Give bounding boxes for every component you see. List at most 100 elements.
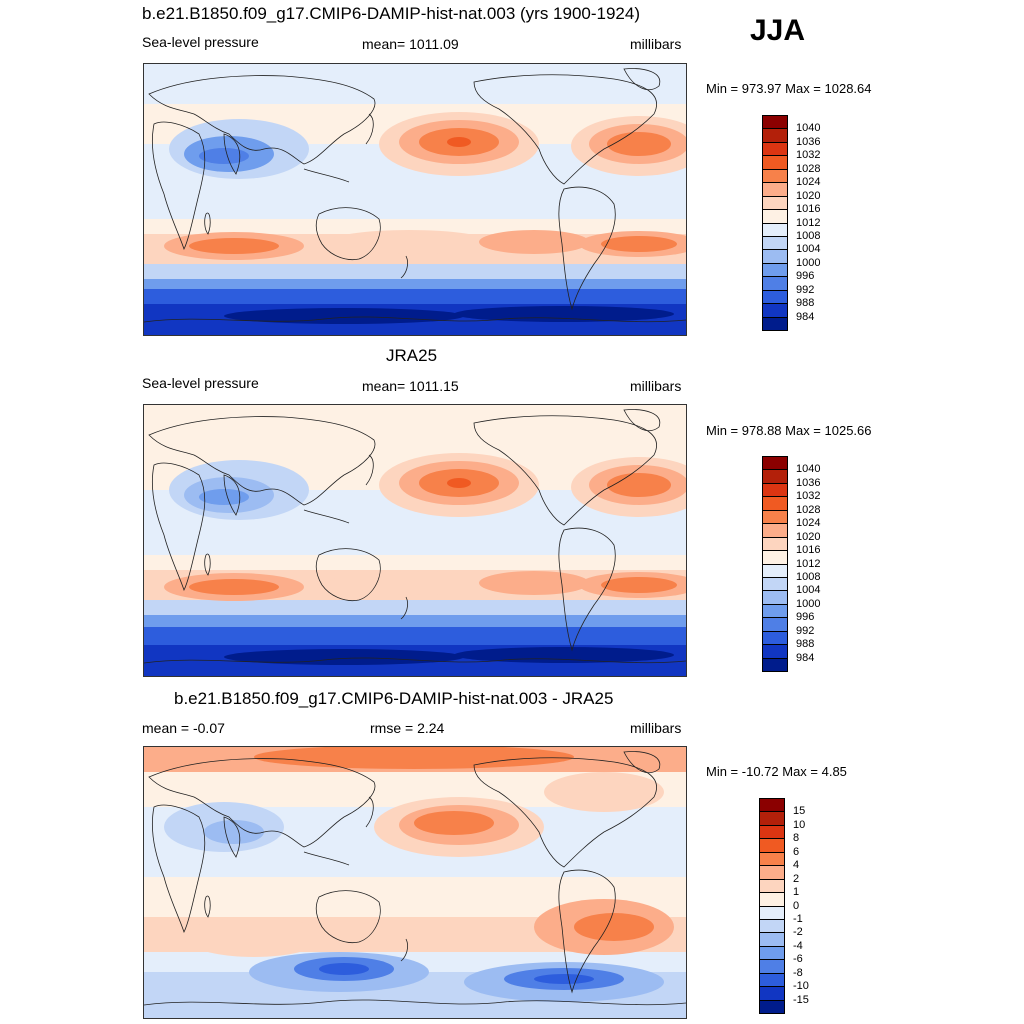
colorbar-swatch: [762, 141, 788, 157]
panel-3-colorbar: 15 10 8 6 4 2 1 0 -1 -2 -4 -6 -8 -10 -15: [759, 798, 839, 1014]
colorbar-tick-label: 15: [793, 805, 806, 818]
colorbar-tick-label: -10: [793, 980, 809, 993]
contour-region: [601, 577, 677, 593]
colorbar-tick-label: -4: [793, 939, 803, 952]
contour-region: [607, 132, 671, 156]
colorbar-tick-label: 1024: [796, 517, 821, 530]
colorbar-swatch: [762, 496, 788, 511]
colorbar-tick-label: 0: [793, 899, 800, 912]
colorbar-swatch: [762, 509, 788, 525]
colorbar-swatch: [759, 824, 785, 840]
contour-band: [144, 219, 686, 234]
colorbar-swatch: [759, 986, 785, 1001]
colorbar-tick-label: 1012: [796, 216, 821, 229]
panel-1-variable-label: Sea-level pressure: [142, 34, 259, 50]
colorbar-swatch: [762, 195, 788, 211]
colorbar-tick-label: 8: [793, 832, 800, 845]
panel-1-minmax: Min = 973.97 Max = 1028.64: [706, 81, 872, 96]
contour-band: [144, 279, 686, 289]
panel-2-title: JRA25: [386, 346, 438, 365]
colorbar-swatch: [759, 878, 785, 894]
contour-region: [329, 230, 489, 254]
colorbar-tick-label: 1000: [796, 597, 821, 610]
colorbar-swatch: [762, 235, 788, 251]
colorbar-swatch: [762, 155, 788, 170]
colorbar-swatch: [759, 905, 785, 920]
colorbar-swatch: [762, 115, 788, 130]
colorbar-tick-label: 1024: [796, 176, 821, 189]
colorbar-tick-label: 992: [796, 283, 815, 296]
colorbar-tick-label: 1028: [796, 162, 821, 175]
panel-2-units-label: millibars: [630, 378, 682, 394]
coastline: [144, 409, 686, 664]
colorbar-tick-label: 1: [793, 886, 800, 899]
colorbar-tick-label: 1032: [796, 149, 821, 162]
contour-region: [189, 238, 279, 254]
colorbar-tick-label: 1008: [796, 570, 821, 583]
contour-region: [601, 236, 677, 252]
panel-1-colorbar: 1040 1036 1032 1028 1024 1020 1016 1012 1008 1004…: [762, 115, 842, 331]
contour-band: [144, 405, 686, 450]
panel-3-rmse-label: rmse = 2.24: [370, 720, 445, 736]
panel-1-units-label: millibars: [630, 36, 682, 52]
colorbar-tick-label: -6: [793, 953, 803, 966]
colorbar-tick-label: 1012: [796, 557, 821, 570]
contour-region: [199, 148, 249, 164]
colorbar-swatch: [762, 456, 788, 471]
colorbar-tick-label: -8: [793, 966, 803, 979]
contour-region: [479, 230, 589, 254]
colorbar-tick-label: 996: [796, 611, 815, 624]
colorbar-tick-label: 1020: [796, 530, 821, 543]
colorbar-swatch: [762, 603, 788, 619]
panel-3-title: b.e21.B1850.f09_g17.CMIP6-DAMIP-hist-nat…: [174, 689, 614, 708]
colorbar-swatch: [759, 972, 785, 988]
contour-band: [144, 555, 686, 570]
coastline: [144, 751, 686, 1006]
panel-3-units-label: millibars: [630, 720, 682, 736]
colorbar-tick-label: -15: [793, 993, 809, 1006]
panel-3-minmax: Min = -10.72 Max = 4.85: [706, 764, 847, 779]
coastline: [144, 68, 686, 323]
contour-region: [204, 820, 264, 844]
colorbar-swatch: [762, 523, 788, 538]
contour-region: [447, 478, 471, 488]
panel-1-title: b.e21.B1850.f09_g17.CMIP6-DAMIP-hist-nat…: [142, 4, 640, 23]
colorbar-swatch: [759, 918, 785, 934]
panel-1-mean-label: mean= 1011.09: [362, 36, 459, 52]
contour-region: [254, 747, 574, 769]
colorbar-tick-label: 996: [796, 270, 815, 283]
colorbar-tick-label: 1000: [796, 256, 821, 269]
colorbar-swatch: [762, 209, 788, 224]
colorbar-tick-label: 984: [796, 310, 815, 323]
colorbar-tick-label: 988: [796, 638, 815, 651]
colorbar-tick-label: 1016: [796, 203, 821, 216]
colorbar-tick-label: 2: [793, 872, 800, 885]
colorbar-tick-label: 988: [796, 297, 815, 310]
colorbar-tick-label: 984: [796, 651, 815, 664]
colorbar-swatch: [762, 644, 788, 659]
colorbar-swatch: [762, 469, 788, 484]
contour-band: [144, 64, 686, 104]
colorbar-tick-label: 1040: [796, 122, 821, 135]
colorbar-swatch: [759, 959, 785, 974]
colorbar-swatch: [759, 892, 785, 907]
colorbar-swatch: [762, 563, 788, 578]
colorbar-swatch: [762, 276, 788, 291]
panel-2-minmax: Min = 978.88 Max = 1025.66: [706, 423, 872, 438]
contour-band: [144, 289, 686, 304]
panel-2-map: [143, 404, 687, 677]
colorbar-swatch: [759, 932, 785, 947]
colorbar-swatch: [762, 630, 788, 646]
colorbar-tick-label: 1016: [796, 544, 821, 557]
panel-3-mean-label: mean = -0.07: [142, 720, 225, 736]
colorbar-swatch: [762, 303, 788, 318]
contour-region: [454, 647, 674, 663]
colorbar-tick-label: 1036: [796, 476, 821, 489]
contour-band: [144, 264, 686, 279]
colorbar-tick-label: -1: [793, 912, 803, 925]
map-field-svg: [144, 64, 686, 335]
colorbar-tick-label: 10: [793, 818, 806, 831]
colorbar-swatch: [762, 657, 788, 672]
contour-region: [544, 772, 664, 812]
colorbar-swatch: [762, 576, 788, 592]
